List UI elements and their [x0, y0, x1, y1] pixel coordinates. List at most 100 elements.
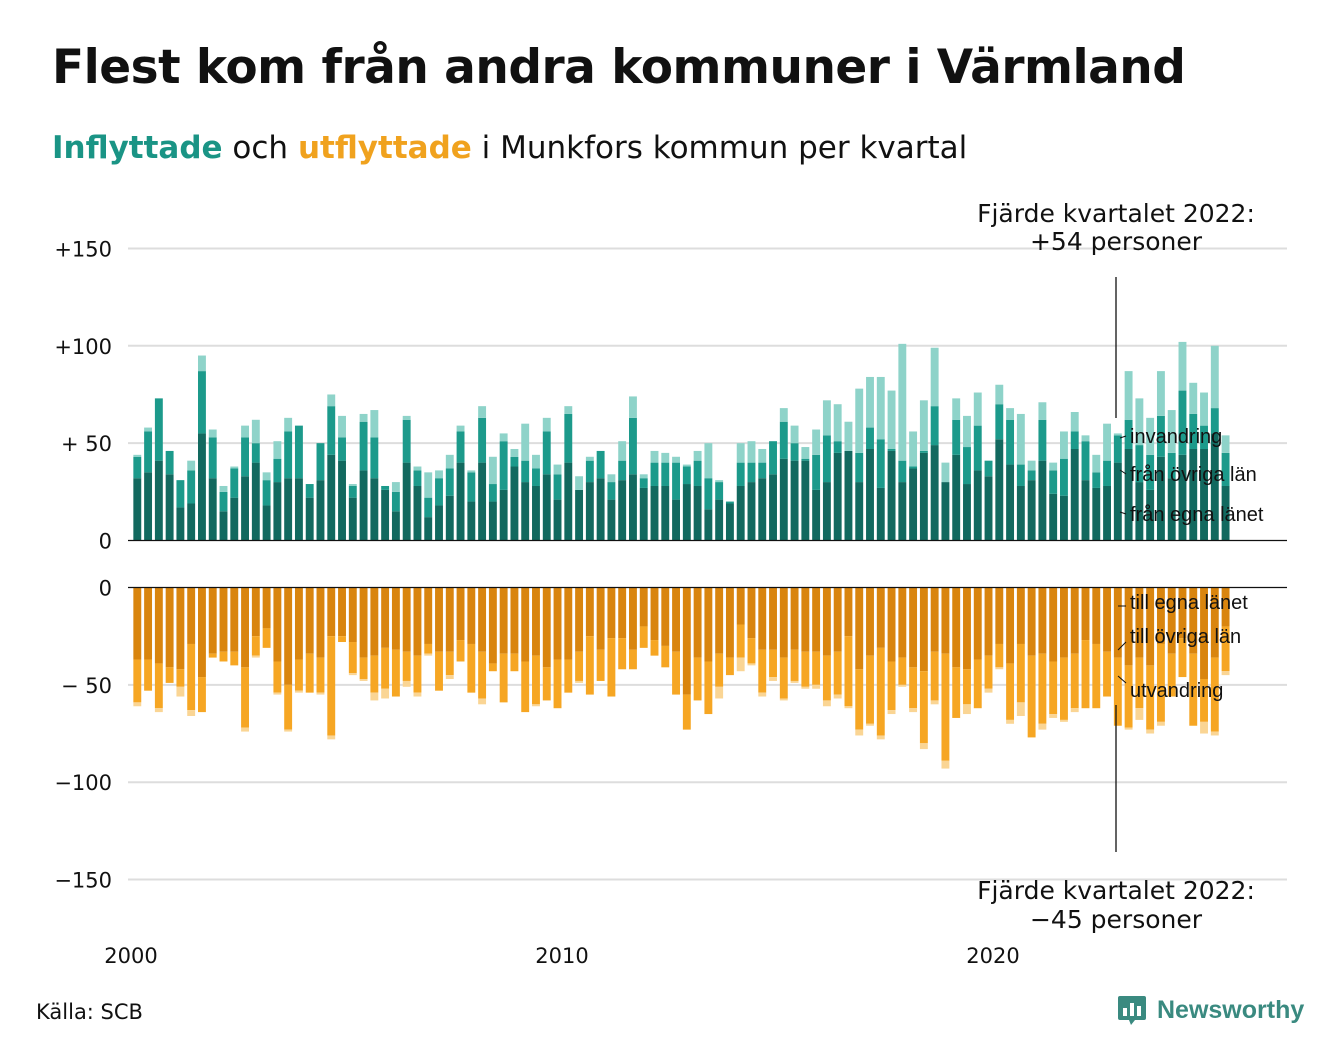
bar-in-0	[650, 485, 659, 541]
bar-in-2	[629, 396, 637, 418]
label-leader	[1117, 675, 1127, 684]
bar-in-2	[790, 425, 799, 444]
bar-out-1	[532, 655, 540, 705]
y-tick-label: −100	[54, 771, 112, 795]
bar-in-1	[391, 491, 400, 512]
bar-out-0	[952, 587, 961, 668]
bar-in-0	[424, 517, 433, 541]
bar-out-1	[682, 694, 691, 730]
bar-out-1	[909, 667, 918, 709]
bar-in-2	[144, 427, 153, 432]
bar-in-0	[370, 478, 379, 541]
newsworthy-logo[interactable]: Newsworthy	[1117, 994, 1304, 1026]
bar-out-1	[941, 653, 950, 761]
bar-in-1	[381, 485, 390, 490]
bar-in-2	[1146, 417, 1155, 455]
bar-in-1	[1049, 470, 1058, 494]
bar-out-1	[144, 659, 153, 691]
bar-in-0	[596, 478, 605, 541]
bar-out-2	[758, 692, 767, 697]
bar-in-1	[402, 419, 411, 463]
bar-out-2	[316, 692, 325, 695]
bar-out-2	[251, 655, 260, 658]
bar-in-0	[661, 485, 670, 541]
bar-in-2	[833, 404, 842, 442]
bar-out-0	[973, 587, 982, 660]
bar-out-0	[316, 587, 325, 658]
bar-out-1	[693, 657, 702, 701]
bar-out-1	[424, 643, 433, 654]
bar-in-1	[488, 484, 497, 502]
bar-out-1	[1049, 661, 1058, 715]
x-tick-label: 2010	[535, 944, 588, 968]
bar-in-2	[467, 470, 476, 473]
bar-chart-icon	[1118, 996, 1146, 1025]
bar-in-0	[1189, 448, 1198, 541]
bar-out-0	[887, 587, 896, 662]
bar-in-0	[402, 462, 411, 541]
bar-out-0	[251, 587, 260, 637]
bar-in-0	[1049, 493, 1058, 541]
bar-in-2	[230, 466, 239, 469]
bar-in-0	[230, 497, 239, 541]
bar-in-1	[1189, 413, 1198, 449]
bar-out-0	[715, 587, 724, 654]
bar-out-2	[779, 698, 788, 701]
bar-out-2	[381, 688, 390, 699]
bar-in-0	[262, 505, 271, 541]
bar-in-0	[251, 462, 260, 541]
bar-in-2	[402, 415, 411, 420]
bar-out-2	[176, 686, 185, 697]
bar-out-1	[672, 651, 680, 695]
bar-out-0	[456, 587, 465, 641]
bar-in-1	[1081, 441, 1090, 481]
bar-out-1	[1081, 640, 1090, 709]
bar-in-1	[1124, 419, 1133, 449]
bar-out-1	[596, 649, 605, 681]
bar-in-0	[963, 484, 971, 541]
bar-out-0	[1016, 587, 1025, 644]
bar-out-0	[1135, 587, 1144, 658]
bar-in-2	[1200, 392, 1208, 426]
bar-in-1	[1092, 472, 1101, 488]
bar-out-2	[370, 692, 379, 701]
x-tick-label: 2020	[966, 944, 1019, 968]
bar-out-2	[984, 688, 993, 693]
bar-in-0	[769, 474, 777, 541]
bar-in-1	[198, 371, 206, 434]
bar-out-1	[219, 651, 228, 662]
bar-in-1	[1060, 458, 1068, 496]
bar-in-1	[144, 431, 153, 473]
bar-in-1	[639, 478, 648, 488]
bar-out-0	[542, 587, 551, 668]
bar-in-1	[973, 425, 982, 471]
bar-in-0	[1027, 480, 1036, 541]
annotation-top-line2: +54 personer	[1030, 227, 1203, 256]
bar-in-2	[1016, 413, 1025, 465]
bar-in-2	[736, 443, 745, 463]
y-tick-label: +150	[54, 237, 112, 261]
bar-in-0	[1060, 495, 1068, 541]
bar-out-2	[844, 706, 853, 709]
series-label-in: från övriga län	[1130, 464, 1257, 486]
series-label-out: till egna länet	[1130, 592, 1248, 614]
y-tick-label: +100	[54, 335, 112, 359]
bar-out-1	[316, 657, 325, 693]
bar-in-2	[639, 474, 648, 479]
bar-in-0	[1081, 480, 1090, 541]
bar-in-2	[1070, 411, 1079, 432]
bar-out-2	[1006, 719, 1015, 724]
bar-out-1	[1167, 653, 1176, 697]
bar-out-0	[1092, 587, 1101, 644]
bar-out-0	[833, 587, 842, 652]
bar-out-2	[413, 692, 422, 697]
bar-in-1	[208, 437, 217, 479]
subtitle-rest: i Munkfors kommun per kvartal	[471, 130, 968, 166]
bar-out-1	[564, 659, 573, 693]
label-leader	[1119, 469, 1127, 475]
bar-out-0	[629, 587, 637, 650]
bar-out-2	[790, 680, 799, 683]
bar-out-0	[553, 587, 562, 660]
bar-out-2	[402, 680, 411, 687]
bar-in-1	[984, 460, 993, 477]
